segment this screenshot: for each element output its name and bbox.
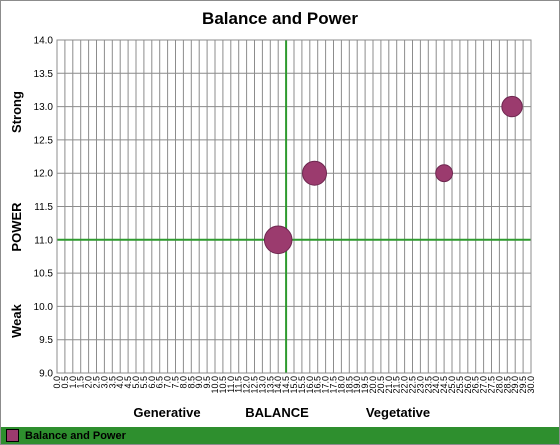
y-tick-label: 12.0 [34,169,54,180]
y-tick-label: 10.0 [34,302,54,313]
x-axis-label-vegetative: Vegetative [366,405,430,420]
x-tick-label: 11.5 [234,376,244,393]
x-tick-label: 22.0 [400,376,410,394]
x-tick-label: 8.0 [178,376,188,389]
reference-lines [57,40,531,373]
x-tick-label: 13.0 [257,376,267,394]
x-tick-label: 9.5 [202,376,212,389]
x-tick-label: 10.0 [210,376,220,394]
x-tick-label: 11.0 [226,376,236,393]
x-tick-label: 6.5 [155,376,165,389]
y-tick-label: 9.0 [39,369,53,380]
x-tick-label: 26.5 [471,376,481,394]
y-tick-label: 13.5 [34,69,54,80]
x-tick-label: 29.0 [510,376,520,394]
x-tick-label: 16.5 [313,376,323,394]
x-tick-label: 27.5 [487,376,497,394]
x-tick-label: 7.0 [163,376,173,389]
y-tick-label: 10.5 [34,269,54,280]
x-tick-label: 3.0 [99,376,109,389]
legend-label: Balance and Power [25,429,126,442]
x-tick-label: 22.5 [408,376,418,394]
x-tick-label: 20.5 [376,376,386,394]
legend-swatch [6,429,19,442]
x-tick-label: 5.5 [139,376,149,389]
x-tick-label: 7.5 [171,376,181,389]
x-tick-label: 12.5 [250,376,260,394]
y-axis-label-strong: Strong [9,91,24,133]
x-tick-label: 15.5 [297,376,307,394]
x-tick-label: 0.5 [60,376,70,389]
x-tick-label: 9.0 [194,376,204,389]
grid-layer [56,39,532,374]
y-tick-label: 11.0 [34,235,53,246]
x-tick-label: 8.5 [186,376,196,389]
x-tick-label: 2.5 [92,376,102,389]
y-tick-label: 13.0 [34,102,54,113]
x-tick-label: 6.0 [147,376,157,389]
data-point [435,164,454,183]
chart-canvas: Balance and Power 9.09.510.010.511.011.5… [9,9,536,420]
plot-area-border [56,39,532,374]
y-tick-labels: 9.0 9.5 10.0 10.5 11.0 11.5 12.0 12.5 13.0 13.5 14… [34,36,54,380]
x-tick-label: 14.0 [273,376,283,394]
x-tick-label: 28.0 [494,376,504,394]
legend: Balance and Power [1,427,559,444]
x-tick-label: 12.0 [242,376,252,394]
x-tick-label: 15.0 [289,376,299,394]
x-tick-label: 4.0 [115,376,125,389]
x-tick-label: 24.5 [439,376,449,394]
data-point [501,95,523,118]
x-tick-label: 13.5 [265,376,275,394]
x-tick-label: 26.0 [463,376,473,394]
x-tick-label: 30.0 [526,376,536,394]
x-tick-label: 14.5 [281,376,291,394]
x-tick-label: 21.5 [392,376,402,394]
x-tick-label: 16.0 [305,376,315,394]
data-point [263,225,293,255]
x-axis-label-generative: Generative [133,405,200,420]
x-tick-label: 19.5 [360,376,370,394]
x-tick-label: 17.5 [329,376,339,394]
x-tick-label: 28.5 [502,376,512,394]
x-tick-label: 0.0 [52,376,62,389]
x-tick-label: 20.0 [368,376,378,394]
x-tick-label: 29.5 [518,376,528,394]
x-tick-label: 4.5 [123,376,133,389]
x-tick-label: 19.0 [352,376,362,394]
x-tick-label: 25.0 [447,376,457,394]
x-tick-label: 1.5 [76,376,86,389]
x-tick-label: 17.0 [321,376,331,394]
x-tick-label: 18.0 [336,376,346,394]
x-tick-label: 27.0 [479,376,489,394]
y-tick-label: 9.5 [39,335,53,346]
y-axis-label-weak: Weak [9,303,24,337]
x-tick-label: 1.0 [68,376,78,389]
data-points [263,95,523,255]
x-tick-label: 10.5 [218,376,228,394]
x-axis-label-balance: BALANCE [245,405,309,420]
x-tick-label: 3.5 [107,376,117,389]
y-axis-label-power: POWER [9,202,24,252]
x-tick-label: 21.0 [384,376,394,394]
y-tick-label: 12.5 [34,135,54,146]
y-tick-label: 11.5 [34,202,53,213]
y-tick-label: 14.0 [34,36,54,47]
x-tick-label: 5.0 [131,376,141,389]
data-point [302,160,328,186]
x-tick-label: 24.0 [431,376,441,394]
x-tick-labels: 0.00.51.01.52.02.53.03.54.04.55.05.56.06… [52,376,536,394]
x-tick-label: 2.0 [84,376,94,389]
chart-title: Balance and Power [202,9,358,28]
x-tick-label: 23.0 [415,376,425,394]
x-tick-label: 18.5 [344,376,354,394]
x-tick-label: 25.5 [455,376,465,394]
x-tick-label: 23.5 [423,376,433,394]
